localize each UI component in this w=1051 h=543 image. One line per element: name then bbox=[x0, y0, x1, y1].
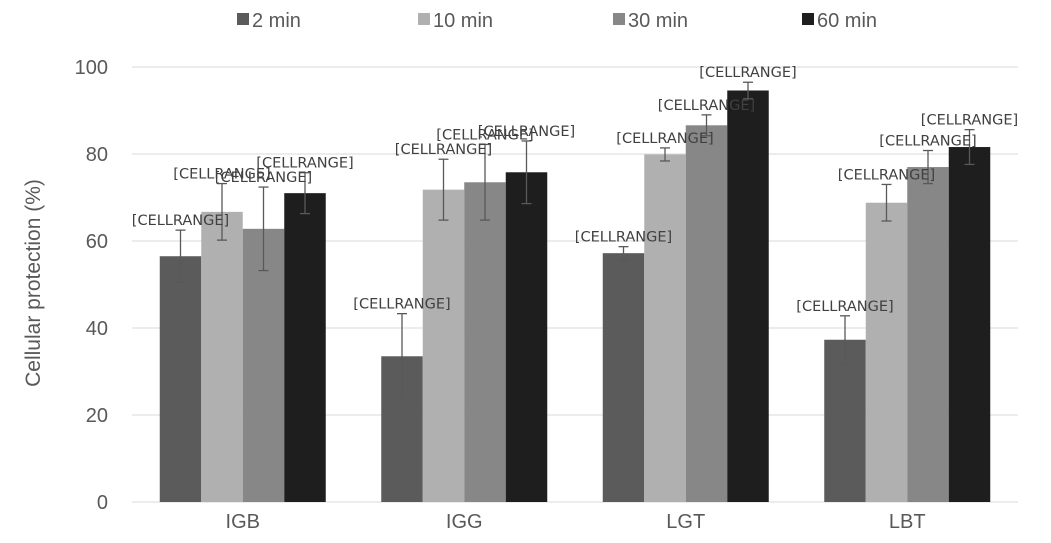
y-axis-label: Cellular protection (%) bbox=[22, 179, 45, 387]
y-tick-label: 60 bbox=[86, 231, 108, 253]
legend-label: 10 min bbox=[433, 10, 493, 32]
x-tick-label: IGB bbox=[226, 511, 260, 533]
data-label: [CELLRANGE] bbox=[256, 156, 353, 172]
data-label: [CELLRANGE] bbox=[395, 142, 492, 158]
bar bbox=[865, 202, 908, 502]
legend-swatch bbox=[613, 13, 625, 25]
data-label: [CELLRANGE] bbox=[353, 297, 450, 313]
legend: 2 min 10 min 30 min 60 min bbox=[237, 10, 877, 32]
legend-label: 60 min bbox=[817, 10, 877, 32]
y-tick-label: 20 bbox=[86, 405, 108, 427]
data-label: [CELLRANGE] bbox=[132, 213, 229, 229]
data-label: [CELLRANGE] bbox=[699, 65, 796, 81]
x-tick-label: LBT bbox=[889, 511, 926, 533]
y-tick-label: 80 bbox=[86, 144, 108, 166]
bar bbox=[201, 211, 243, 503]
legend-swatch bbox=[418, 13, 430, 25]
bar bbox=[242, 228, 285, 502]
data-label: [CELLRANGE] bbox=[921, 113, 1018, 129]
data-label: [CELLRANGE] bbox=[478, 124, 575, 140]
data-label: [CELLRANGE] bbox=[879, 134, 976, 150]
error-bars bbox=[175, 81, 975, 400]
data-label: [CELLRANGE] bbox=[838, 167, 935, 183]
data-label: [CELLRANGE] bbox=[616, 131, 713, 147]
bar bbox=[284, 193, 326, 502]
legend-swatch bbox=[802, 13, 814, 25]
bar bbox=[464, 182, 506, 502]
y-tick-label: 40 bbox=[86, 318, 108, 340]
legend-label: 30 min bbox=[628, 10, 688, 32]
bar bbox=[644, 154, 686, 502]
y-tick-label: 0 bbox=[97, 492, 108, 514]
x-axis-ticks: IGB IGG LGT LBT bbox=[226, 511, 926, 533]
data-label: [CELLRANGE] bbox=[575, 230, 672, 246]
data-label: [CELLRANGE] bbox=[173, 167, 270, 183]
bar bbox=[907, 167, 949, 503]
data-labels: [CELLRANGE][CELLRANGE][CELLRANGE][CELLRA… bbox=[132, 65, 1018, 315]
data-label: [CELLRANGE] bbox=[215, 170, 312, 186]
y-axis-ticks: 0 20 40 60 80 100 bbox=[75, 57, 108, 514]
bar bbox=[685, 125, 728, 502]
legend-swatch bbox=[237, 13, 249, 25]
data-label: [CELLRANGE] bbox=[658, 98, 755, 114]
data-label: [CELLRANGE] bbox=[436, 127, 533, 143]
bar bbox=[422, 189, 465, 503]
bar bbox=[824, 339, 866, 502]
bar bbox=[159, 256, 202, 502]
bar bbox=[727, 90, 769, 503]
legend-label: 2 min bbox=[252, 10, 301, 32]
y-tick-label: 100 bbox=[75, 57, 108, 79]
x-tick-label: IGG bbox=[446, 511, 483, 533]
bar bbox=[602, 253, 645, 502]
x-tick-label: LGT bbox=[666, 511, 705, 533]
data-label: [CELLRANGE] bbox=[796, 299, 893, 315]
bar bbox=[505, 172, 548, 502]
bars bbox=[159, 90, 991, 503]
bar bbox=[948, 147, 991, 503]
